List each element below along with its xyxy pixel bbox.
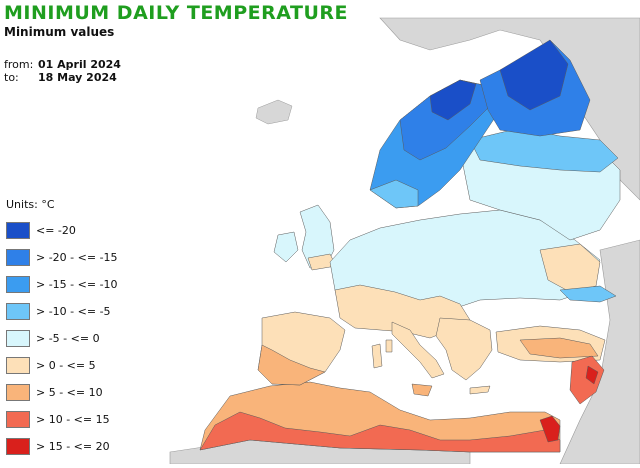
from-value: 01 April 2024 (38, 58, 121, 71)
iberia (257, 311, 346, 386)
central-europe (329, 209, 601, 339)
mediterranean-islands (371, 339, 491, 395)
italy-balkans (391, 317, 493, 397)
turkey-levant (495, 285, 617, 405)
from-label: from: (4, 58, 34, 71)
legend-swatch (6, 357, 30, 374)
legend-label: > -20 - <= -15 (36, 251, 118, 264)
legend-label: > 15 - <= 20 (36, 440, 110, 453)
north-africa (199, 381, 561, 453)
legend-swatch (6, 384, 30, 401)
legend-item: > 10 - <= 15 (6, 406, 118, 433)
iceland (255, 99, 293, 125)
legend: Units: °C <= -20 > -20 - <= -15 > -15 - <=… (6, 198, 118, 460)
legend-label: > -15 - <= -10 (36, 278, 118, 291)
to-value: 18 May 2024 (38, 71, 117, 84)
legend-label: > 5 - <= 10 (36, 386, 103, 399)
northwest-russia (479, 39, 591, 137)
scandinavia (369, 79, 501, 209)
date-range: from: 01 April 2024 to: 18 May 2024 (4, 58, 121, 84)
legend-item: <= -20 (6, 217, 118, 244)
legend-swatch (6, 222, 30, 239)
legend-item: > 15 - <= 20 (6, 433, 118, 460)
legend-item: > -20 - <= -15 (6, 244, 118, 271)
legend-swatch (6, 249, 30, 266)
to-label: to: (4, 71, 19, 84)
legend-item: > 5 - <= 10 (6, 379, 118, 406)
legend-label: > 10 - <= 15 (36, 413, 110, 426)
legend-label: > 0 - <= 5 (36, 359, 96, 372)
legend-swatch (6, 438, 30, 455)
legend-item: > 0 - <= 5 (6, 352, 118, 379)
eastern-europe (459, 127, 621, 241)
legend-units: Units: °C (6, 198, 55, 211)
british-isles (273, 204, 337, 271)
legend-swatch (6, 276, 30, 293)
legend-label: > -10 - <= -5 (36, 305, 111, 318)
legend-item: > -5 - <= 0 (6, 325, 118, 352)
legend-items: <= -20 > -20 - <= -15 > -15 - <= -10 > -10 … (6, 217, 118, 460)
legend-swatch (6, 303, 30, 320)
map-subtitle: Minimum values (4, 25, 115, 39)
map-title: MINIMUM DAILY TEMPERATURE (4, 2, 348, 24)
legend-swatch (6, 330, 30, 347)
legend-swatch (6, 411, 30, 428)
legend-label: <= -20 (36, 224, 76, 237)
legend-label: > -5 - <= 0 (36, 332, 100, 345)
legend-item: > -15 - <= -10 (6, 271, 118, 298)
legend-item: > -10 - <= -5 (6, 298, 118, 325)
map-header: MINIMUM DAILY TEMPERATURE Minimum values (4, 2, 348, 40)
